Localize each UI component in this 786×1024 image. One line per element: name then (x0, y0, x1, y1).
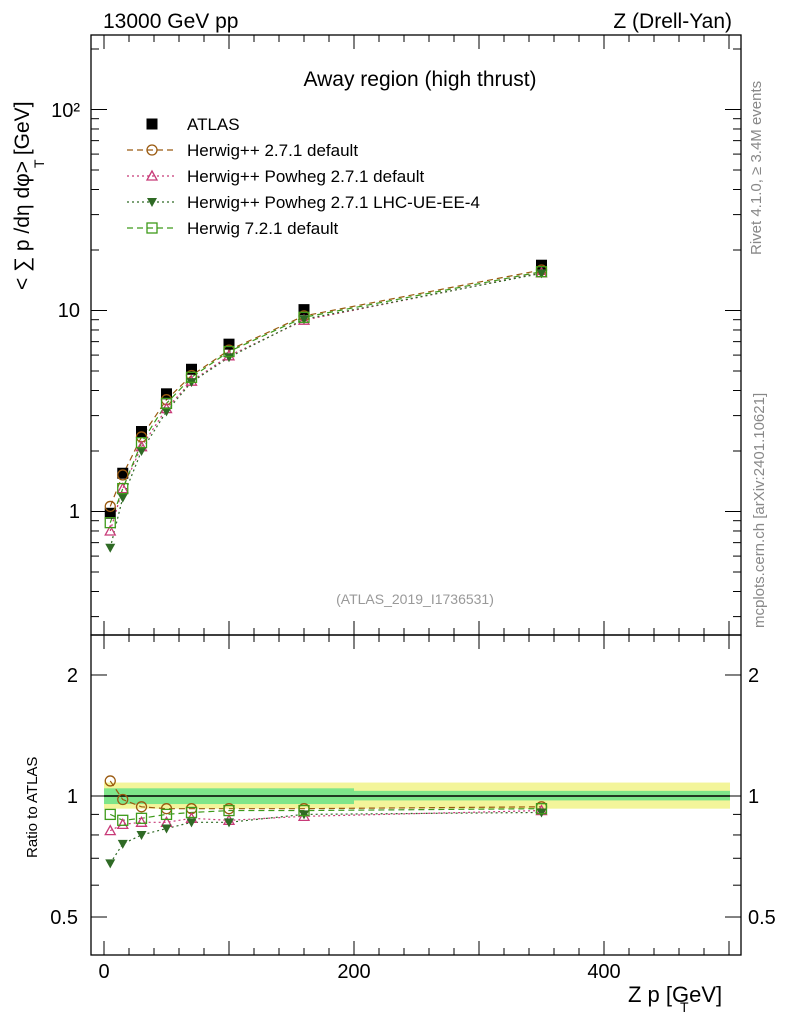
main-point-s0-6 (298, 304, 310, 316)
main-title: Away region (high thrust) (303, 68, 536, 91)
ratio-point-s0-3 (160, 803, 173, 815)
ratio-point-s3-7 (535, 803, 548, 815)
ratio-point-s3-1 (117, 814, 129, 826)
main-point-s4-1 (117, 482, 129, 495)
x-axis-label: Z p [GeV] (628, 982, 722, 1007)
legend-marker-4 (146, 222, 158, 234)
legend-marker-1 (146, 144, 158, 156)
ratio-point-s0-1 (117, 793, 129, 806)
legend: ATLAS Herwig++ 2.7.1 default Herwig++ Po… (127, 115, 480, 238)
main-point-s1-0 (104, 500, 116, 513)
ratio-point-s3-0 (104, 808, 116, 821)
ratio-point-s3-2 (135, 812, 148, 824)
main-point-s4-6 (298, 311, 310, 323)
main-point-s0-3 (161, 388, 172, 400)
ytick-ratio-right-0.5: 0.5 (748, 907, 776, 929)
ratio-point-s2-7 (536, 808, 547, 818)
main-point-s4-5 (223, 345, 235, 358)
ratio-point-s2-4 (186, 818, 197, 828)
ratio-line-0 (109, 780, 542, 810)
ratio-line-3 (109, 808, 542, 821)
ratio-point-s1-0 (104, 824, 117, 836)
ratio-point-s2-5 (224, 818, 234, 828)
main-point-s4-0 (104, 517, 116, 529)
main-point-s1-1 (117, 469, 129, 481)
analysis-tag: (ATLAS_2019_I1736531) (336, 591, 494, 607)
xtick-0: 0 (98, 961, 109, 983)
ratio-point-s1-1 (116, 818, 129, 830)
ytick-ratio-1: 1 (67, 786, 78, 808)
ytick-main-1: 1 (69, 501, 80, 523)
ratio-point-s2-6 (299, 810, 309, 820)
main-ylabel: < ∑ p /dη dφ> [GeV] (11, 101, 34, 290)
ytick-ratio-right-1: 1 (748, 786, 759, 808)
series-markers (104, 259, 548, 869)
main-point-s4-7 (535, 266, 548, 278)
ratio-panel-frame (90, 634, 742, 956)
main-point-s3-3 (161, 407, 172, 417)
ratio-line-1 (109, 809, 542, 832)
main-point-s4-4 (185, 371, 198, 383)
legend-label-powheg-ueee4: Herwig++ Powheg 2.7.1 LHC-UE-EE-4 (187, 193, 480, 212)
main-point-s4-3 (160, 397, 173, 410)
main-point-s3-2 (136, 446, 147, 456)
legend-label-atlas: ATLAS (187, 115, 240, 134)
legend-marker-3 (147, 198, 157, 207)
main-point-s2-0 (104, 524, 117, 536)
series-lines (109, 269, 542, 864)
ytick-main-100: 10² (51, 100, 80, 122)
ratio-ylabel: Ratio to ATLAS (24, 757, 41, 858)
axis-ticks (91, 35, 741, 955)
ratio-point-s3-6 (298, 804, 310, 817)
ratio-point-s2-1 (117, 839, 128, 849)
main-line-1 (109, 269, 542, 507)
ratio-uncertainty-band (104, 782, 730, 809)
header-energy: 13000 GeV pp (103, 10, 238, 33)
ytick-main-10: 10 (58, 300, 80, 322)
ratio-point-s2-0 (105, 859, 116, 869)
main-point-s4-2 (135, 437, 148, 449)
main-point-s3-1 (117, 493, 128, 503)
ytick-ratio-right-2: 2 (748, 665, 759, 687)
ratio-point-s3-4 (185, 806, 198, 819)
legend-label-herwig-271: Herwig++ 2.7.1 default (187, 141, 358, 160)
main-point-s0-1 (117, 467, 129, 479)
ratio-point-s2-2 (136, 830, 147, 840)
rivet-label: Rivet 4.1.0, ≥ 3.4M events (748, 81, 765, 255)
main-line-3 (109, 272, 542, 548)
header-process: Z (Drell-Yan) (613, 10, 732, 33)
main-point-s0-5 (223, 338, 235, 350)
xtick-200: 200 (337, 961, 370, 983)
xtick-400: 400 (587, 961, 620, 983)
mcplots-label: mcplots.cern.ch [arXiv:2401.10621] (751, 393, 768, 628)
main-point-s3-5 (224, 353, 234, 363)
main-point-s0-4 (186, 363, 197, 375)
main-point-s3-6 (299, 315, 309, 325)
ratio-point-s0-2 (135, 801, 148, 813)
legend-marker-2 (145, 169, 159, 181)
main-point-s3-0 (105, 543, 116, 553)
ratio-point-s3-5 (223, 804, 235, 817)
legend-label-herwig-721: Herwig 7.2.1 default (187, 219, 338, 238)
ytick-ratio-0.5: 0.5 (50, 907, 78, 929)
ratio-point-s1-2 (135, 815, 148, 827)
ratio-point-s2-3 (161, 824, 172, 834)
legend-marker-0 (146, 118, 158, 130)
main-point-s0-0 (104, 507, 116, 519)
main-point-s2-1 (116, 482, 129, 494)
main-point-s3-7 (536, 269, 547, 279)
main-line-4 (109, 271, 542, 523)
ratio-line-2 (109, 811, 542, 864)
main-ylabel-sub: T (31, 159, 47, 168)
ratio-point-s0-0 (104, 775, 116, 787)
x-axis-label-sub: T (680, 999, 689, 1015)
legend-label-powheg-default: Herwig++ Powheg 2.7.1 default (187, 167, 424, 186)
ytick-ratio-2: 2 (67, 665, 78, 687)
ratio-point-s3-3 (160, 808, 173, 821)
